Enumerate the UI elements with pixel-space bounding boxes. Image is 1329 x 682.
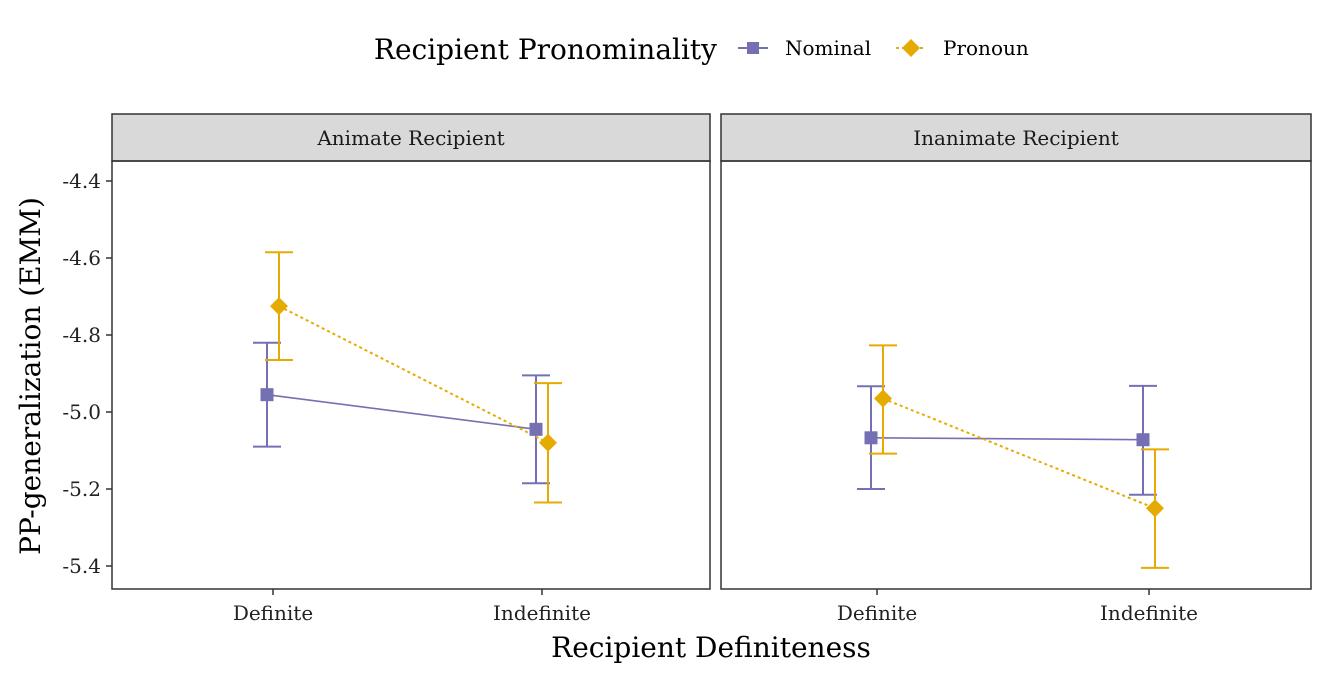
strip-inanimate: Inanimate Recipient (720, 113, 1312, 162)
legend-label-nominal: Nominal (785, 36, 871, 60)
x-tick-label: Indefinite (1100, 601, 1198, 625)
y-axis: -4.4 -4.6 -4.8 -5.0 -5.2 -5.4 (62, 169, 112, 578)
strip-label-inanimate: Inanimate Recipient (913, 126, 1119, 150)
x-axis: Definite Indefinite Definite Indefinite (233, 589, 1198, 625)
x-tick-label: Indefinite (493, 601, 591, 625)
point-pronoun-animate-recipient-0 (270, 297, 288, 316)
y-axis-title: PP-generalization (EMM) (14, 197, 47, 555)
series-line-nominal-animate-recipient (266, 393, 537, 431)
panel-frame-inanimate (720, 160, 1312, 590)
point-pronoun-animate-recipient-1 (539, 433, 557, 452)
strip-label-animate: Animate Recipient (316, 126, 504, 150)
strip-animate: Animate Recipient (111, 113, 711, 162)
point-pronoun-inanimate-recipient-1 (1146, 499, 1164, 518)
y-tick-label: -5.0 (62, 400, 101, 424)
point-nominal-inanimate-recipient-0 (864, 431, 878, 445)
legend-label-pronoun: Pronoun (943, 36, 1029, 60)
point-pronoun-inanimate-recipient-0 (874, 389, 892, 408)
data-layer (253, 251, 1169, 569)
point-nominal-inanimate-recipient-1 (1136, 433, 1150, 447)
series-line-pronoun-animate-recipient (278, 305, 549, 444)
y-tick-label: -4.6 (62, 246, 101, 270)
series-line-pronoun-inanimate-recipient (882, 397, 1156, 510)
x-tick-label: Definite (233, 601, 313, 625)
legend-key-marker-nominal (747, 42, 759, 54)
legend: Recipient Pronominality Nominal Pronoun (374, 33, 1029, 66)
legend-item-nominal: Nominal (738, 36, 871, 60)
x-tick-label: Definite (837, 601, 917, 625)
series-line-nominal-inanimate-recipient (870, 436, 1144, 441)
y-tick-label: -4.8 (62, 323, 101, 347)
legend-item-pronoun: Pronoun (896, 36, 1029, 60)
y-tick-label: -4.4 (62, 169, 101, 193)
panel-frame-animate (111, 160, 711, 590)
strip-background-animate (111, 113, 711, 162)
y-tick-label: -5.4 (62, 554, 101, 578)
point-nominal-animate-recipient-1 (529, 422, 543, 436)
x-axis-title: Recipient Definiteness (551, 631, 871, 664)
y-tick-label: -5.2 (62, 477, 101, 501)
legend-key-marker-pronoun (902, 39, 920, 57)
legend-title: Recipient Pronominality (374, 33, 717, 66)
point-nominal-animate-recipient-0 (260, 388, 274, 402)
